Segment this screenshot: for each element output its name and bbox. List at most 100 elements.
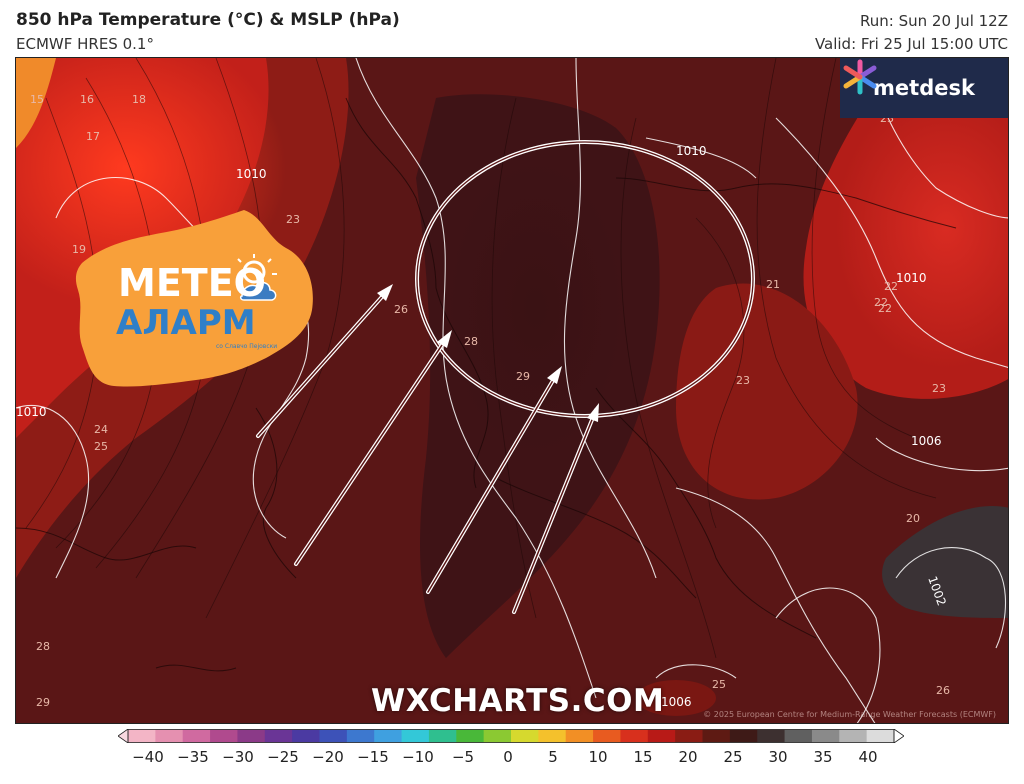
temp-label: 26 bbox=[394, 303, 408, 316]
colorbar-segments bbox=[128, 729, 895, 743]
hot-core-east bbox=[836, 88, 1008, 368]
metdesk-label: metdesk bbox=[873, 76, 975, 100]
colorbar-segment bbox=[620, 729, 649, 743]
chart-title: 850 hPa Temperature (°C) & MSLP (hPa) bbox=[16, 10, 400, 30]
cloud-icon bbox=[239, 281, 277, 301]
colorbar-tick-label: 20 bbox=[678, 748, 698, 766]
temp-label: 25 bbox=[712, 678, 726, 691]
temp-label: 23 bbox=[736, 374, 750, 387]
colorbar-segment bbox=[128, 729, 156, 743]
isobar-label: 1010 bbox=[676, 144, 707, 158]
colorbar-segment bbox=[565, 729, 594, 743]
temp-label: 23 bbox=[286, 213, 300, 226]
temp-label: 24 bbox=[94, 423, 108, 436]
temp-label: 20 bbox=[906, 512, 920, 525]
sun-icon bbox=[242, 260, 266, 284]
temp-label: 15 bbox=[30, 93, 44, 106]
temp-label: 26 bbox=[936, 684, 950, 697]
colorbar-tick-label: −35 bbox=[177, 748, 209, 766]
metdesk-burst-icon bbox=[843, 59, 877, 95]
temp-label: 28 bbox=[36, 640, 50, 653]
colorbar-segment bbox=[839, 729, 868, 743]
arrow-head-3 bbox=[547, 366, 562, 384]
temp-label: 25 bbox=[94, 440, 108, 453]
colorbar-tick-label: −30 bbox=[222, 748, 254, 766]
isobar-label: 1010 bbox=[236, 167, 267, 181]
colorbar-tick-label: 30 bbox=[768, 748, 788, 766]
colorbar-segment bbox=[647, 729, 676, 743]
arrow-head-1 bbox=[377, 284, 393, 301]
run-time: Run: Sun 20 Jul 12Z bbox=[860, 12, 1008, 30]
colorbar-tick-label: 15 bbox=[633, 748, 653, 766]
temp-label: 22 bbox=[874, 296, 888, 309]
isobar-label: 1010 bbox=[896, 271, 927, 285]
meteo-logo-small: со Славчо Пејовски bbox=[216, 343, 277, 350]
low-pressure-area bbox=[882, 506, 1008, 618]
chart-header: 850 hPa Temperature (°C) & MSLP (hPa) EC… bbox=[0, 0, 1024, 58]
colorbar-tick-label: −25 bbox=[267, 748, 299, 766]
model-subtitle: ECMWF HRES 0.1° bbox=[16, 35, 154, 53]
wind-arrows-inner bbox=[257, 289, 597, 613]
weather-map: 15 16 17 18 19 23 24 25 26 28 29 23 22 2… bbox=[15, 57, 1009, 724]
temp-label: 21 bbox=[766, 278, 780, 291]
colorbar-segment bbox=[182, 729, 211, 743]
colorbar-segment bbox=[346, 729, 375, 743]
orange-corner bbox=[16, 58, 56, 148]
cool-core bbox=[446, 158, 626, 458]
temp-label: 17 bbox=[86, 130, 100, 143]
temp-label: 22 bbox=[884, 280, 898, 293]
colorbar-tick-label: 40 bbox=[858, 748, 878, 766]
coastlines bbox=[16, 97, 957, 672]
colorbar-tick-label: −5 bbox=[451, 748, 475, 766]
isobar-label: 1006 bbox=[661, 695, 692, 709]
wxcharts-watermark: WXCHARTS.COM bbox=[371, 683, 665, 719]
colorbar-segment bbox=[292, 729, 320, 743]
temp-label: 19 bbox=[72, 243, 86, 256]
temp-label: 18 bbox=[132, 93, 146, 106]
temp-label: 16 bbox=[80, 93, 94, 106]
valid-time: Valid: Fri 25 Jul 15:00 UTC bbox=[814, 35, 1008, 53]
sun-rays-icon bbox=[237, 254, 277, 275]
arrow-heads bbox=[377, 284, 599, 422]
colorbar-segment bbox=[237, 729, 266, 743]
temp-label: 28 bbox=[464, 335, 478, 348]
colorbar-segment bbox=[210, 729, 238, 743]
highlight-ellipse-inner bbox=[416, 141, 754, 417]
colorbar-segment bbox=[811, 729, 840, 743]
meteo-logo-bottom: АЛАРМ bbox=[116, 303, 256, 343]
colorbar-segment bbox=[675, 729, 703, 743]
colorbar-tick-label: 0 bbox=[503, 748, 513, 766]
temp-label: 29 bbox=[36, 696, 50, 709]
colorbar-tick-label: 35 bbox=[813, 748, 833, 766]
colorbar-segment bbox=[456, 729, 485, 743]
warm-patch-south bbox=[636, 680, 716, 716]
colorbar-tick-label: 5 bbox=[548, 748, 558, 766]
colorbar-segment bbox=[401, 729, 430, 743]
colorbar-tick-label: 25 bbox=[723, 748, 743, 766]
colorbar-segment bbox=[784, 729, 813, 743]
colorbar-segment bbox=[483, 729, 512, 743]
metdesk-logo: metdesk bbox=[840, 58, 1008, 118]
warm-region-central-east bbox=[676, 283, 858, 500]
copyright-text: © 2025 European Centre for Medium-Range … bbox=[703, 710, 996, 719]
meteo-alarm-logo: METEO АЛАРМ со Славчо Пејовски bbox=[75, 210, 313, 387]
meteo-logo-top: METEO bbox=[118, 261, 266, 305]
colorbar-segment bbox=[264, 729, 293, 743]
colorbar-segment bbox=[757, 729, 786, 743]
isobar-label: 1006 bbox=[911, 434, 942, 448]
colorbar-segment bbox=[593, 729, 621, 743]
colorbar-tick-label: −20 bbox=[312, 748, 344, 766]
colorbar-segment bbox=[866, 729, 895, 743]
colorbar-segment bbox=[538, 729, 567, 743]
colorbar-left-cap bbox=[118, 729, 129, 743]
colorbar-tick-label: −10 bbox=[402, 748, 434, 766]
temp-label: 23 bbox=[932, 382, 946, 395]
colorbar bbox=[118, 729, 904, 743]
colorbar-segment bbox=[428, 729, 457, 743]
arrow-head-4 bbox=[587, 403, 599, 422]
temperature-labels: 15 16 17 18 19 23 24 25 26 28 29 23 22 2… bbox=[30, 93, 950, 709]
colorbar-right-cap bbox=[893, 729, 904, 743]
temp-label: 22 bbox=[878, 302, 892, 315]
colorbar-segment bbox=[319, 729, 348, 743]
colorbar-segment bbox=[155, 729, 184, 743]
